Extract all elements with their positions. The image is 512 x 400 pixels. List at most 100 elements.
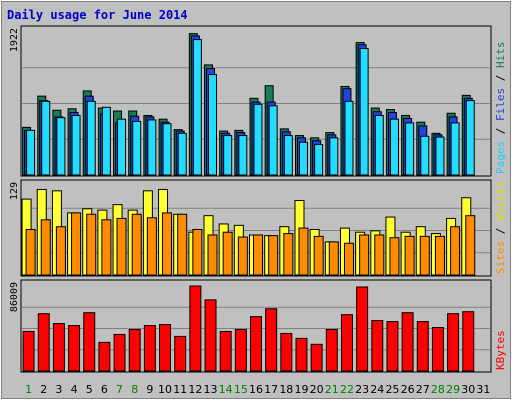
bar-kbytes-day-4	[68, 325, 81, 372]
legend-separator: /	[494, 68, 507, 88]
legend-item-kbytes: KBytes	[494, 330, 507, 370]
x-tick-label-21: 21	[325, 383, 339, 396]
bar-sites-day-20	[313, 235, 324, 276]
bar-kbytes-day-21	[325, 328, 338, 372]
bar-kbytes-day-5	[83, 312, 96, 372]
x-tick-label-29: 29	[446, 383, 460, 396]
x-tick-label-17: 17	[264, 383, 278, 396]
x-tick-label-26: 26	[401, 383, 415, 396]
bar-pages-day-20	[314, 143, 324, 176]
axis-max-label-middle: 129	[9, 182, 20, 200]
bar-pages-day-22	[344, 100, 354, 176]
bar-sites-day-3	[55, 226, 66, 276]
bar-sites-day-8	[131, 213, 142, 276]
x-tick-label-11: 11	[173, 383, 187, 396]
bar-sites-day-10	[162, 212, 173, 276]
bar-pages-day-23	[359, 48, 369, 176]
bar-kbytes-day-25	[386, 321, 399, 372]
legend-item-sites: Sites	[494, 241, 507, 274]
bar-kbytes-day-12	[189, 285, 202, 372]
x-tick-label-15: 15	[234, 383, 248, 396]
x-tick-label-24: 24	[370, 383, 384, 396]
x-tick-label-8: 8	[131, 383, 138, 396]
bar-pages-day-3	[56, 117, 66, 176]
bar-sites-day-12	[192, 228, 203, 276]
bar-kbytes-day-22	[340, 314, 353, 372]
bar-kbytes-day-19	[295, 337, 308, 372]
x-tick-label-14: 14	[219, 383, 233, 396]
legend-item-hits: Hits	[494, 42, 507, 69]
bar-kbytes-day-16	[250, 316, 262, 372]
bar-kbytes-day-14	[219, 330, 232, 372]
bar-sites-day-4	[71, 212, 82, 276]
panel-top: 1922	[9, 25, 492, 177]
bar-sites-day-26	[404, 235, 415, 276]
bar-pages-day-21	[329, 137, 339, 176]
bar-sites-day-23	[359, 234, 370, 276]
bar-sites-day-29	[450, 226, 461, 276]
x-tick-label-12: 12	[188, 383, 202, 396]
bar-kbytes-day-27	[416, 321, 429, 372]
bar-kbytes-day-29	[447, 313, 460, 372]
bar-sites-day-13	[207, 234, 218, 276]
legend-middle: Sites / Visits	[494, 181, 507, 274]
bar-kbytes-day-10	[159, 324, 172, 372]
bar-sites-day-2	[40, 219, 51, 276]
x-tick-label-27: 27	[416, 383, 430, 396]
bar-pages-day-4	[71, 114, 81, 176]
bar-sites-day-17	[268, 235, 279, 276]
bar-sites-day-22	[343, 242, 354, 276]
bar-kbytes-day-3	[52, 323, 65, 372]
bar-pages-day-1	[26, 129, 36, 176]
legend-separator: /	[494, 121, 507, 141]
bar-pages-day-7	[117, 118, 127, 176]
bar-kbytes-day-23	[356, 286, 369, 372]
bar-pages-day-12	[192, 39, 202, 176]
x-tick-label-20: 20	[310, 383, 324, 396]
legend-item-pages: Pages	[494, 141, 507, 174]
bar-kbytes-day-13	[204, 299, 217, 372]
bar-pages-day-13	[208, 74, 218, 176]
bar-sites-day-30	[465, 215, 476, 276]
bar-kbytes-day-1	[22, 330, 35, 372]
bar-pages-day-2	[41, 100, 51, 176]
bar-kbytes-day-7	[113, 333, 126, 372]
axis-max-label-bottom: 86009	[9, 282, 20, 312]
x-tick-label-18: 18	[279, 383, 293, 396]
panel-middle: 129	[9, 179, 492, 277]
bar-sites-day-7	[116, 217, 127, 276]
bar-pages-day-17	[268, 105, 278, 176]
bar-kbytes-day-20	[310, 343, 323, 372]
bar-kbytes-day-28	[431, 327, 444, 372]
bar-sites-day-27	[419, 235, 430, 276]
bar-pages-day-9	[147, 119, 157, 176]
bar-kbytes-day-6	[98, 341, 111, 372]
legend-item-files: Files	[494, 88, 507, 121]
bar-pages-day-25	[389, 118, 399, 176]
bar-sites-day-19	[298, 227, 309, 276]
x-tick-label-30: 30	[461, 383, 475, 396]
bar-sites-day-18	[283, 233, 294, 276]
bar-pages-day-8	[132, 120, 142, 176]
bar-sites-day-16	[253, 234, 263, 276]
x-tick-label-28: 28	[431, 383, 445, 396]
x-tick-label-7: 7	[116, 383, 123, 396]
x-tick-label-16: 16	[249, 383, 263, 396]
chart-title: Daily usage for June 2014	[7, 8, 188, 22]
x-tick-label-23: 23	[355, 383, 369, 396]
bar-sites-day-5	[86, 213, 97, 276]
x-tick-label-10: 10	[158, 383, 172, 396]
bar-kbytes-day-11	[174, 335, 187, 372]
bar-sites-day-6	[101, 219, 112, 276]
bar-kbytes-day-17	[265, 308, 278, 372]
legend-bottom: KBytes	[494, 330, 507, 370]
bar-pages-day-18	[283, 135, 293, 176]
bar-sites-day-11	[177, 213, 188, 276]
bar-pages-day-15	[238, 135, 248, 176]
bar-pages-day-14	[223, 135, 233, 176]
bar-sites-day-25	[389, 237, 400, 276]
bar-kbytes-day-2	[37, 313, 50, 372]
bar-pages-day-28	[435, 136, 445, 176]
